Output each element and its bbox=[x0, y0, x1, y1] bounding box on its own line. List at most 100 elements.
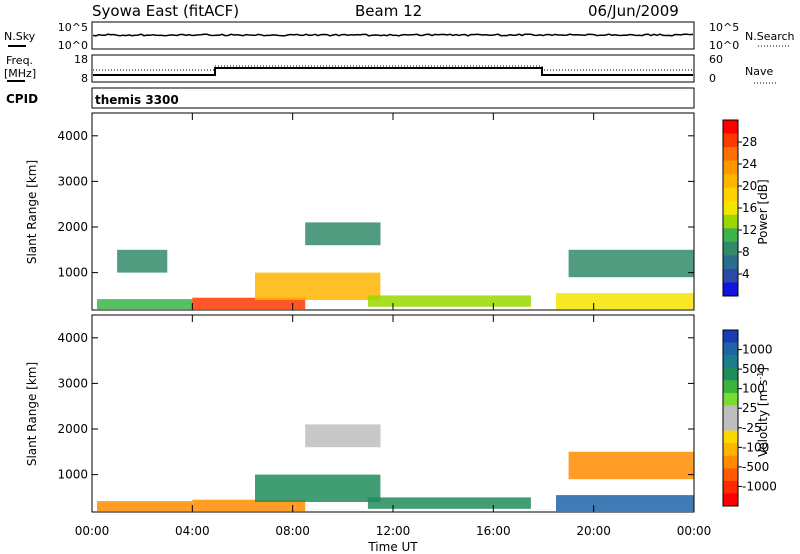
power-region-1 bbox=[117, 249, 168, 273]
power-colorbar-tick-label: 12 bbox=[742, 223, 757, 237]
cpid-panel bbox=[91, 87, 695, 109]
vel-region-1 bbox=[192, 499, 306, 512]
velocity-colorbar-frame bbox=[722, 329, 739, 507]
power-colorbar-tick-label: 20 bbox=[742, 179, 757, 193]
power-colorbar-swatch bbox=[723, 228, 738, 243]
power-axes: 1000 2000 3000 4000 bbox=[57, 113, 695, 310]
velocity-heatmap-marks bbox=[97, 424, 694, 512]
vel-ytick-label: 3000 bbox=[57, 376, 88, 390]
power-colorbar-swatch bbox=[723, 255, 738, 270]
velocity-colorbar-swatch bbox=[723, 392, 738, 406]
velocity-colorbar-swatch bbox=[723, 480, 738, 494]
vel-ytick-label: 1000 bbox=[57, 468, 88, 482]
velocity-colorbar-swatch bbox=[723, 342, 738, 356]
vel-region-4 bbox=[367, 497, 531, 509]
velocity-colorbar-swatch bbox=[723, 405, 738, 419]
freq-right-tick-top: 60 bbox=[709, 53, 723, 66]
velocity-ylabel: Slant Range [km] bbox=[25, 362, 39, 466]
velocity-colorbar-swatch bbox=[723, 443, 738, 457]
freq-label-2: [MHz] bbox=[4, 67, 36, 80]
nsky-tick-top: 10^5 bbox=[58, 21, 88, 34]
velocity-colorbar-tick-label: 25 bbox=[742, 401, 757, 415]
nsky-label: N.Sky bbox=[4, 30, 36, 43]
velocity-colorbar-tick-label: -1000 bbox=[742, 479, 777, 493]
freq-panel bbox=[91, 54, 695, 83]
power-colorbar-swatch bbox=[723, 241, 738, 256]
nave-label: Nave bbox=[745, 65, 773, 78]
velocity-colorbar-swatch bbox=[723, 380, 738, 394]
power-colorbar-tick-label: 8 bbox=[742, 245, 750, 259]
power-colorbar-tick-label: 16 bbox=[742, 201, 757, 215]
vel-ytick-label: 4000 bbox=[57, 331, 88, 345]
nsky-panel bbox=[91, 21, 695, 50]
power-colorbar-swatch bbox=[723, 120, 738, 134]
velocity-colorbar: 1000 500 100 25 -25 -100 -500 -1000 bbox=[722, 329, 777, 507]
cpid-label: CPID bbox=[6, 92, 38, 106]
power-colorbar-swatch bbox=[723, 133, 738, 148]
freq-right-tick-bottom: 0 bbox=[709, 72, 716, 85]
power-ytick-label: 2000 bbox=[57, 220, 88, 234]
power-region-7 bbox=[568, 249, 694, 278]
velocity-colorbar-swatch bbox=[723, 355, 738, 369]
vel-region-0 bbox=[97, 501, 193, 512]
power-ylabel: Slant Range [km] bbox=[25, 160, 39, 264]
vel-ytick-label: 2000 bbox=[57, 422, 88, 436]
velocity-colorbar-tick-label: 100 bbox=[742, 382, 765, 396]
time-tick-label: 08:00 bbox=[275, 524, 310, 538]
power-region-2 bbox=[192, 297, 306, 310]
velocity-colorbar-swatch bbox=[723, 418, 738, 432]
time-tick-label: 00:00 bbox=[677, 524, 712, 538]
velocity-colorbar-tick-label: -500 bbox=[742, 460, 769, 474]
power-region-5 bbox=[367, 295, 531, 307]
freq-tick-bottom: 8 bbox=[81, 72, 88, 85]
power-colorbar: 28 24 20 16 12 8 4 bbox=[722, 119, 757, 297]
time-tick-label: 20:00 bbox=[576, 524, 611, 538]
velocity-colorbar-swatch bbox=[723, 455, 738, 469]
date-title: 06/Jun/2009 bbox=[588, 2, 679, 20]
velocity-colorbar-swatch bbox=[723, 367, 738, 381]
velocity-colorbar-swatch bbox=[723, 493, 738, 507]
power-region-6 bbox=[556, 293, 694, 310]
vel-region-2 bbox=[255, 474, 381, 502]
time-tick-label: 04:00 bbox=[175, 524, 210, 538]
power-colorbar-swatch bbox=[723, 147, 738, 162]
vel-region-3 bbox=[305, 424, 381, 448]
time-axis-label: Time UT bbox=[367, 540, 418, 554]
power-heatmap-marks bbox=[97, 222, 694, 310]
velocity-colorbar-swatch bbox=[723, 468, 738, 482]
power-colorbar-tick-label: 28 bbox=[742, 135, 757, 149]
power-colorbar-swatch bbox=[723, 282, 738, 297]
velocity-axes: 1000 2000 3000 4000 bbox=[57, 315, 695, 512]
velocity-panel bbox=[91, 314, 695, 513]
freq-label-1: Freq. bbox=[6, 54, 33, 67]
vel-region-5 bbox=[556, 495, 694, 512]
power-colorbar-swatch bbox=[723, 160, 738, 175]
velocity-colorbar-tick-label: -100 bbox=[742, 440, 769, 454]
velocity-colorbar-tick-label: -25 bbox=[742, 421, 762, 435]
power-colorbar-swatch bbox=[723, 214, 738, 229]
power-colorbar-tick-label: 24 bbox=[742, 157, 757, 171]
power-region-0 bbox=[97, 299, 193, 310]
velocity-colorbar-tick-label: 1000 bbox=[742, 343, 773, 357]
power-ytick-label: 3000 bbox=[57, 174, 88, 188]
time-tick-label: 16:00 bbox=[476, 524, 511, 538]
power-region-3 bbox=[255, 272, 381, 300]
cpid-value: themis 3300 bbox=[95, 93, 179, 107]
power-panel bbox=[91, 112, 695, 311]
freq-trace bbox=[93, 67, 693, 76]
power-ytick-label: 4000 bbox=[57, 129, 88, 143]
power-colorbar-swatch bbox=[723, 174, 738, 189]
power-colorbar-tick-label: 4 bbox=[742, 267, 750, 281]
velocity-colorbar-label: Velocity [m s-1] bbox=[756, 367, 771, 457]
nsky-trace bbox=[92, 33, 694, 37]
power-ytick-label: 1000 bbox=[57, 266, 88, 280]
time-tick-label: 00:00 bbox=[75, 524, 110, 538]
power-colorbar-label: Power [dB] bbox=[756, 179, 770, 244]
velocity-colorbar-tick-label: 500 bbox=[742, 362, 765, 376]
velocity-colorbar-swatch bbox=[723, 330, 738, 344]
power-colorbar-swatch bbox=[723, 187, 738, 202]
nsky-right-tick-top: 10^5 bbox=[709, 21, 739, 34]
nsearch-label: N.Search bbox=[745, 30, 795, 43]
time-axis-ticks: 00:00 04:00 08:00 12:00 16:00 20:00 00:00 bbox=[75, 524, 712, 538]
